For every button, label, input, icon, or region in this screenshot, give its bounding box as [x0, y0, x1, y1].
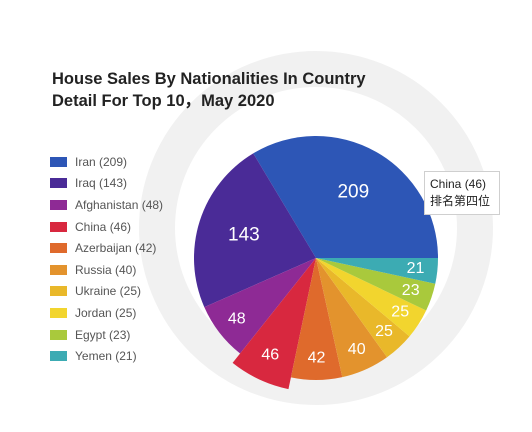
- legend-label-china: China (46): [75, 219, 132, 234]
- pie-slice-jordan: [316, 258, 427, 337]
- legend-item-iraq: Iraq (143): [50, 173, 163, 195]
- pie-slice-russia: [316, 258, 388, 378]
- legend-label-azerbaijan: Azerbaijan (42): [75, 241, 157, 256]
- legend-item-yemen: Yemen (21): [50, 345, 163, 367]
- legend-item-iran: Iran (209): [50, 151, 163, 173]
- legend-swatch-jordan: [50, 307, 67, 318]
- legend-item-egypt: Egypt (23): [50, 324, 163, 346]
- data-label-iraq: 143: [228, 225, 260, 246]
- callout-subtitle: 排名第四位: [430, 194, 491, 208]
- china-callout: China (46) 排名第四位: [424, 171, 500, 215]
- legend-label-russia: Russia (40): [75, 262, 137, 277]
- legend-swatch-azerbaijan: [50, 243, 67, 254]
- pie-slice-china: [232, 258, 316, 390]
- legend-swatch-afghanistan: [50, 199, 67, 210]
- pie-slice-afghanistan: [204, 258, 316, 354]
- pie-slice-ukraine: [316, 258, 410, 358]
- data-label-russia: 40: [348, 341, 366, 358]
- legend: Iran (209) Iraq (143) Afghanistan (48) Chin…: [50, 151, 163, 367]
- legend-swatch-china: [50, 221, 67, 232]
- legend-swatch-egypt: [50, 329, 67, 340]
- pie-slice-egypt: [316, 258, 436, 311]
- pie-slice-iraq: [193, 153, 316, 308]
- legend-label-jordan: Jordan (25): [75, 305, 137, 320]
- legend-item-azerbaijan: Azerbaijan (42): [50, 237, 163, 259]
- legend-label-afghanistan: Afghanistan (48): [75, 197, 164, 212]
- legend-swatch-iraq: [50, 178, 67, 189]
- pie-slice-yemen: [316, 258, 438, 284]
- legend-label-iraq: Iraq (143): [75, 176, 128, 191]
- legend-item-jordan: Jordan (25): [50, 302, 163, 324]
- legend-item-afghanistan: Afghanistan (48): [50, 194, 163, 216]
- data-label-ukraine: 25: [375, 323, 393, 340]
- legend-label-ukraine: Ukraine (25): [75, 284, 142, 299]
- legend-swatch-iran: [50, 156, 67, 167]
- chart-title: House Sales By Nationalities In Country …: [52, 70, 366, 110]
- legend-swatch-ukraine: [50, 286, 67, 297]
- data-label-jordan: 25: [391, 304, 409, 321]
- data-label-azerbaijan: 42: [308, 350, 326, 367]
- legend-item-ukraine: Ukraine (25): [50, 281, 163, 303]
- legend-item-russia: Russia (40): [50, 259, 163, 281]
- pie-slice-azerbaijan: [290, 258, 343, 380]
- data-label-iran: 209: [337, 182, 369, 203]
- data-label-yemen: 21: [407, 260, 425, 277]
- legend-label-iran: Iran (209): [75, 154, 128, 169]
- legend-swatch-russia: [50, 264, 67, 275]
- data-label-china: 46: [261, 347, 279, 364]
- legend-label-yemen: Yemen (21): [75, 349, 137, 364]
- legend-label-egypt: Egypt (23): [75, 327, 131, 342]
- legend-item-china: China (46): [50, 216, 163, 238]
- callout-title: China (46): [430, 177, 487, 191]
- data-label-afghanistan: 48: [228, 311, 246, 328]
- data-label-egypt: 23: [402, 282, 420, 299]
- pie-slice-iran: [253, 136, 438, 258]
- legend-swatch-yemen: [50, 351, 67, 362]
